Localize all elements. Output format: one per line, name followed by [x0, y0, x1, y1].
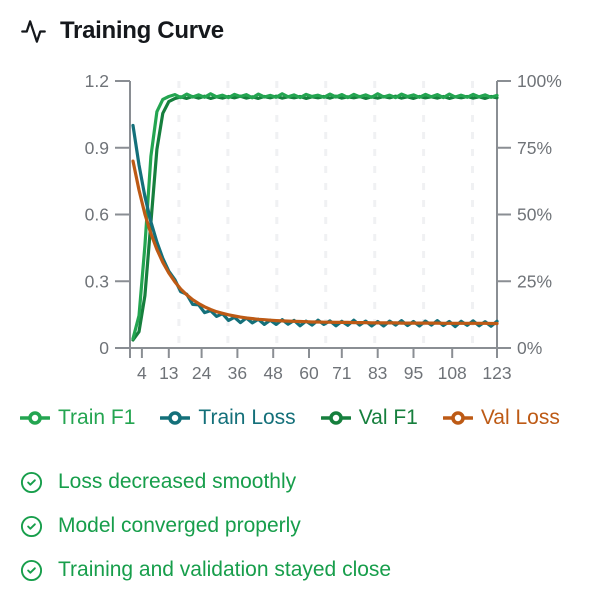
insight-item: Loss decreased smoothly: [20, 470, 610, 494]
circle-check-icon: [20, 559, 43, 581]
y-left-tick-label: 0: [99, 338, 109, 358]
insight-label: Training and validation stayed close: [58, 558, 392, 581]
card-header: Training Curve: [0, 0, 610, 45]
y-left-tick-label: 1.2: [85, 71, 109, 91]
legend-label: Train Loss: [198, 406, 296, 429]
series-line-train-f1: [131, 92, 499, 341]
x-tick-label: 13: [159, 363, 178, 382]
training-curve-chart: 0 0.3 0.6 0.9 1.2 0% 25% 50% 75% 100% 4 13 24 36 48 60 7…: [0, 60, 610, 382]
y-right-tick-label: 50%: [517, 205, 552, 225]
legend-marker-icon: [320, 411, 351, 425]
activity-pulse-icon: [21, 19, 46, 43]
series-line-val-f1: [131, 94, 499, 342]
x-tick-label: 48: [263, 363, 282, 382]
legend-marker-icon: [442, 411, 473, 425]
x-tick-label: 71: [332, 363, 351, 382]
insights-list: Loss decreased smoothly Model converged p…: [0, 470, 610, 582]
x-tick-label: 24: [192, 363, 212, 382]
x-tick-label: 36: [228, 363, 247, 382]
page-title: Training Curve: [60, 17, 224, 44]
insight-item: Model converged properly: [20, 514, 610, 538]
x-tick-label: 108: [438, 363, 467, 382]
chart-canvas: 0 0.3 0.6 0.9 1.2 0% 25% 50% 75% 100% 4 13 24 36 48 60 7…: [85, 71, 562, 382]
insight-label: Loss decreased smoothly: [58, 470, 297, 493]
x-tick-label: 95: [404, 363, 423, 382]
x-axis: 4 13 24 36 48 60 71 83 95 108 123: [129, 348, 512, 382]
insight-label: Model converged properly: [58, 514, 301, 537]
legend-item-train-f1[interactable]: Train F1: [20, 406, 135, 430]
y-left-tick-label: 0.3: [85, 271, 109, 291]
y-right-tick-label: 0%: [517, 338, 542, 358]
legend-item-val-loss[interactable]: Val Loss: [442, 406, 560, 430]
y-axis-left: 0 0.3 0.6 0.9 1.2: [85, 71, 130, 358]
y-left-tick-label: 0.6: [85, 205, 109, 225]
x-tick-label: 83: [368, 363, 387, 382]
legend-item-train-loss[interactable]: Train Loss: [160, 406, 296, 430]
legend-label: Train F1: [58, 406, 136, 429]
legend-label: Val F1: [358, 406, 418, 429]
legend-marker-icon: [160, 411, 191, 425]
y-right-tick-label: 100%: [517, 71, 562, 91]
y-right-tick-label: 25%: [517, 271, 552, 291]
y-left-tick-label: 0.9: [85, 138, 109, 158]
legend-item-val-f1[interactable]: Val F1: [320, 406, 418, 430]
circle-check-icon: [20, 515, 43, 537]
series-line-val-loss: [131, 159, 499, 326]
circle-check-icon: [20, 471, 43, 493]
gridlines: [177, 81, 474, 348]
legend-marker-icon: [20, 411, 50, 425]
y-right-tick-label: 75%: [517, 138, 552, 158]
x-tick-label: 60: [299, 363, 319, 382]
legend-label: Val Loss: [480, 406, 560, 429]
x-tick-label: 123: [482, 363, 511, 382]
y-axis-right: 0% 25% 50% 75% 100%: [497, 71, 562, 358]
x-tick-label: 4: [137, 363, 147, 382]
insight-item: Training and validation stayed close: [20, 558, 610, 582]
chart-legend: Train F1 Train Loss Val F1 Val Loss: [0, 406, 610, 430]
axes: [129, 81, 498, 349]
